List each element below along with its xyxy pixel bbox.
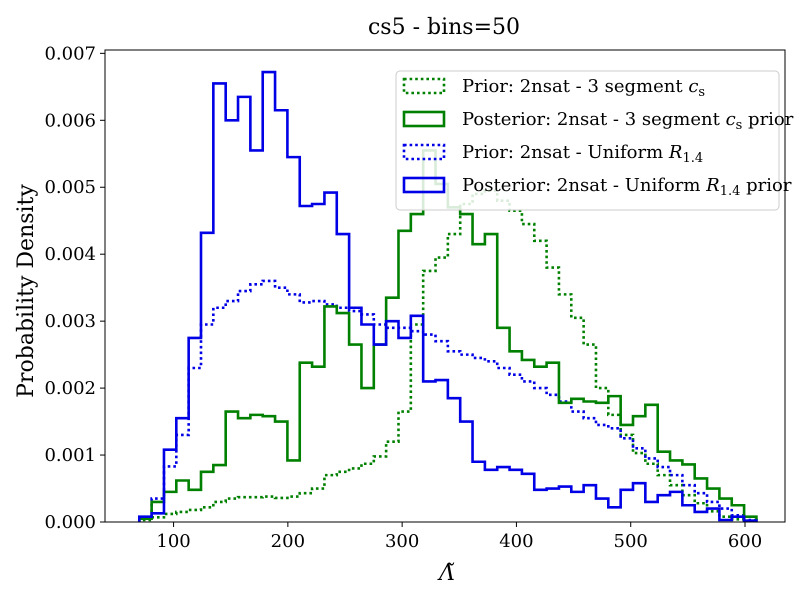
y-tick-label: 0.004: [44, 244, 96, 265]
y-tick-label: 0.002: [44, 378, 96, 399]
legend-swatch: [402, 143, 446, 161]
x-tick-label: 200: [271, 531, 305, 552]
legend-swatch: [402, 77, 446, 95]
legend-swatch: [402, 176, 446, 194]
legend-label: Prior: 2nsat - 3 segment cs: [462, 76, 705, 100]
histogram-series-1: [137, 189, 758, 522]
x-tick-label: 500: [614, 531, 648, 552]
legend-swatch: [402, 110, 446, 128]
x-tick-label: 600: [728, 531, 762, 552]
histogram-series-3: [137, 279, 758, 522]
legend-label: Posterior: 2nsat - 3 segment cs prior: [462, 109, 794, 133]
chart-title: cs5 - bins=50: [368, 15, 520, 40]
y-tick-label: 0.001: [44, 445, 96, 466]
x-axis-label: Λ̃: [437, 561, 455, 586]
legend: Prior: 2nsat - 3 segment cs Posterior: 2n…: [395, 70, 794, 211]
x-axis: 100 200 300 400 500 600: [156, 522, 762, 552]
x-tick-label: 100: [156, 531, 190, 552]
y-tick-label: 0.005: [44, 177, 96, 198]
plot-frame: [104, 49, 786, 523]
y-axis: 0.000 0.001 0.002 0.003 0.004 0.005 0.006 0.007: [44, 43, 105, 533]
y-tick-label: 0.003: [44, 311, 96, 332]
y-tick-label: 0.000: [44, 512, 96, 533]
x-tick-label: 300: [385, 531, 419, 552]
legend-label: Prior: 2nsat - Uniform R1.4: [462, 142, 703, 166]
y-tick-label: 0.006: [44, 110, 96, 131]
x-tick-label: 400: [499, 531, 533, 552]
y-tick-label: 0.007: [44, 43, 96, 64]
histogram-series-4: [137, 70, 758, 522]
legend-box: [395, 70, 780, 211]
legend-label: Posterior: 2nsat - Uniform R1.4 prior: [462, 175, 792, 199]
y-axis-label: Probability Density: [14, 184, 39, 398]
